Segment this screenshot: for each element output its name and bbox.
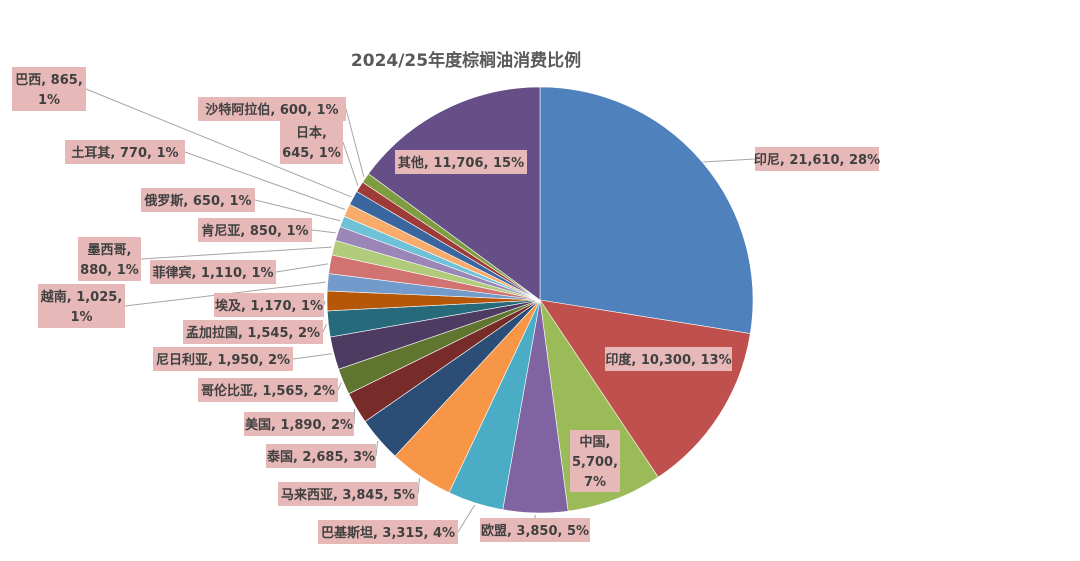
data-label-欧盟: 欧盟, 3,850, 5% (480, 518, 590, 542)
data-label-text: 日本, (296, 125, 327, 141)
data-label-哥伦比亚: 哥伦比亚, 1,565, 2% (198, 378, 338, 402)
data-label-box (244, 412, 354, 436)
leader-line-沙特阿拉伯 (345, 108, 365, 177)
data-label-box (395, 150, 527, 174)
data-label-text: 墨西哥, (88, 242, 132, 258)
data-labels: 印尼, 21,610, 28% 印度, 10,300, 13% 中国, 5,700, 7… (12, 67, 880, 544)
data-label-box (318, 520, 458, 544)
data-label-text: 印尼, 21,610, 28% (754, 153, 880, 168)
leader-line-巴基斯坦 (457, 504, 476, 533)
data-label-孟加拉国: 孟加拉国, 1,545, 2% (183, 320, 323, 344)
pie-slice-其他 (367, 86, 541, 301)
data-label-马来西亚: 马来西亚, 3,845, 5% (278, 482, 418, 506)
data-label-text: 645, 1% (282, 146, 341, 161)
data-label-其他: 其他, 11,706, 15% (395, 150, 527, 174)
data-label-text: 泰国, 2,685, 3% (266, 449, 375, 465)
data-label-text: 土耳其, 770, 1% (71, 145, 178, 161)
data-label-box (198, 97, 346, 121)
data-label-text: 其他, 11,706, 15% (398, 155, 524, 171)
data-label-text: 巴西, 865, (15, 73, 83, 88)
leader-line-泰国 (375, 440, 379, 457)
data-label-box (480, 518, 590, 542)
data-label-沙特阿拉伯: 沙特阿拉伯, 600, 1% (198, 97, 346, 121)
data-label-俄罗斯: 俄罗斯, 650, 1% (141, 188, 255, 212)
data-label-泰国: 泰国, 2,685, 3% (266, 444, 376, 468)
data-label-墨西哥: 墨西哥, 880, 1% (78, 237, 141, 281)
pie-slices (326, 86, 754, 514)
data-label-日本: 日本, 645, 1% (280, 120, 343, 164)
data-label-text: 1% (38, 93, 60, 108)
data-label-text: 美国, 1,890, 2% (245, 417, 353, 433)
leader-line-墨西哥 (140, 246, 332, 260)
data-label-土耳其: 土耳其, 770, 1% (65, 140, 185, 164)
data-label-box (12, 67, 86, 111)
leader-line-印尼 (702, 158, 756, 163)
data-label-text: 880, 1% (80, 263, 139, 278)
data-label-尼日利亚: 尼日利亚, 1,950, 2% (153, 347, 293, 371)
data-label-text: 肯尼亚, 850, 1% (201, 223, 308, 239)
data-label-肯尼亚: 肯尼亚, 850, 1% (198, 218, 312, 242)
data-label-box (214, 293, 324, 317)
data-label-埃及: 埃及, 1,170, 1% (214, 293, 324, 317)
leader-line-肯尼亚 (311, 229, 336, 234)
data-label-text: 埃及, 1,170, 1% (215, 298, 323, 314)
data-label-text: 1% (70, 310, 92, 325)
data-label-越南: 越南, 1,025, 1% (38, 284, 125, 328)
data-label-box (150, 260, 276, 284)
data-label-text: 俄罗斯, 650, 1% (143, 193, 251, 209)
leader-line-孟加拉国 (322, 324, 327, 333)
data-label-text: 印度, 10,300, 13% (605, 352, 731, 368)
pie-slice-印度 (539, 299, 751, 478)
leader-line-土耳其 (184, 151, 346, 210)
data-label-box (78, 237, 141, 281)
data-label-text: 5,700, (572, 455, 618, 470)
data-label-text: 中国, (580, 434, 611, 450)
data-label-text: 沙特阿拉伯, 600, 1% (205, 102, 338, 118)
data-label-box (183, 320, 323, 344)
data-label-box (153, 347, 293, 371)
data-label-box (198, 218, 312, 242)
data-label-box (65, 140, 185, 164)
leader-line-马来西亚 (417, 478, 421, 495)
leader-line-俄罗斯 (254, 199, 341, 222)
leader-line-尼日利亚 (292, 353, 332, 360)
data-label-box (755, 147, 879, 171)
leader-line-日本 (342, 141, 359, 186)
data-label-text: 孟加拉国, 1,545, 2% (186, 325, 320, 341)
chart-title: 2024/25年度棕榈油消费比例 (351, 50, 581, 71)
data-label-text: 尼日利亚, 1,950, 2% (156, 352, 290, 368)
leader-line-菲律宾 (275, 263, 329, 273)
data-label-巴基斯坦: 巴基斯坦, 3,315, 4% (318, 520, 458, 544)
pie-slice-印尼 (539, 86, 754, 334)
data-label-box (278, 482, 418, 506)
data-label-box (266, 444, 376, 468)
data-label-text: 哥伦比亚, 1,565, 2% (201, 383, 335, 399)
data-label-巴西: 巴西, 865, 1% (12, 67, 86, 111)
data-label-text: 巴基斯坦, 3,315, 4% (321, 525, 455, 541)
leader-line-美国 (353, 408, 356, 425)
data-label-美国: 美国, 1,890, 2% (244, 412, 354, 436)
data-label-box (141, 188, 255, 212)
data-label-box (605, 347, 732, 371)
data-label-box (570, 430, 620, 492)
data-label-印度: 印度, 10,300, 13% (605, 347, 732, 371)
data-label-text: 菲律宾, 1,110, 1% (152, 265, 273, 281)
data-label-box (38, 284, 125, 328)
data-label-text: 马来西亚, 3,845, 5% (281, 487, 415, 503)
data-label-text: 越南, 1,025, (40, 289, 123, 305)
data-label-菲律宾: 菲律宾, 1,110, 1% (150, 260, 276, 284)
data-label-box (280, 120, 343, 164)
data-label-中国: 中国, 5,700, 7% (570, 430, 620, 492)
data-label-印尼: 印尼, 21,610, 28% (754, 147, 880, 171)
data-label-text: 7% (584, 475, 606, 490)
leader-line-埃及 (323, 300, 326, 306)
leader-line-巴西 (85, 88, 352, 198)
data-label-text: 欧盟, 3,850, 5% (481, 523, 589, 539)
leader-line-哥伦比亚 (337, 382, 342, 391)
data-label-box (198, 378, 338, 402)
